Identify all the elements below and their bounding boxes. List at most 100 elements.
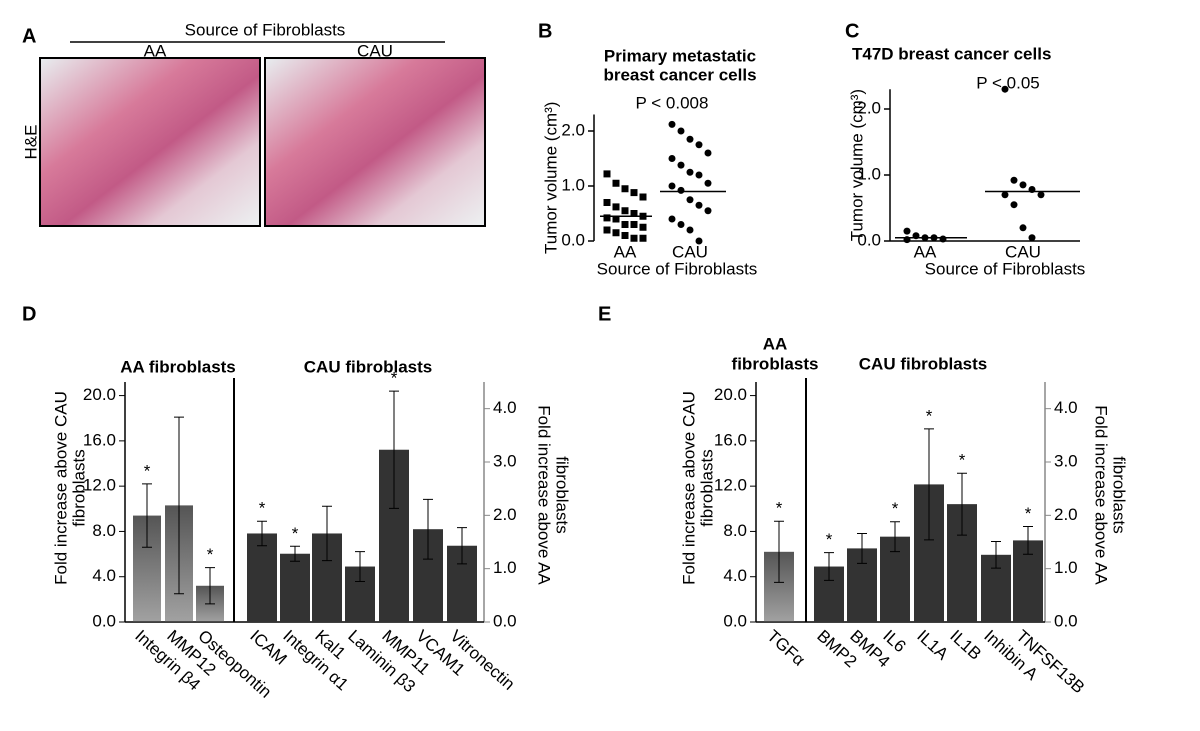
significance-star: * bbox=[259, 499, 266, 518]
error-bar bbox=[857, 532, 867, 564]
panel-title: breast cancer cells bbox=[603, 65, 756, 84]
data-point bbox=[630, 210, 638, 217]
significance-star: * bbox=[1025, 504, 1032, 523]
error-bar bbox=[322, 505, 332, 562]
data-point bbox=[630, 189, 638, 197]
annotation: P < 0.008 bbox=[636, 93, 709, 112]
error-bar bbox=[423, 498, 433, 560]
data-point bbox=[621, 221, 629, 228]
y-tick-label: 4.0 bbox=[723, 566, 747, 585]
y-tick-label: 12.0 bbox=[714, 476, 747, 495]
y-tick-label: 0.0 bbox=[723, 611, 747, 630]
significance-star: * bbox=[391, 369, 398, 388]
x-tick-label: CAU bbox=[672, 242, 708, 261]
row-label: H&E bbox=[21, 125, 40, 160]
y2-tick-label: 1.0 bbox=[493, 558, 517, 577]
y-tick-label: 20.0 bbox=[714, 385, 747, 404]
y-axis-label: Tumor volume (cm³) bbox=[847, 89, 866, 241]
data-point bbox=[612, 203, 620, 211]
data-point bbox=[603, 199, 611, 206]
data-point bbox=[686, 135, 694, 143]
data-point bbox=[639, 223, 647, 231]
y2-tick-label: 3.0 bbox=[1054, 451, 1078, 470]
error-bar bbox=[174, 416, 184, 595]
panel-title: T47D breast cancer cells bbox=[852, 44, 1051, 63]
data-point bbox=[603, 214, 611, 222]
data-point bbox=[1037, 191, 1045, 199]
data-point bbox=[686, 168, 694, 176]
panel-title: Primary metastatic bbox=[604, 46, 756, 65]
data-point bbox=[695, 171, 703, 179]
data-point bbox=[1028, 234, 1036, 242]
y-axis-label: fibroblasts bbox=[697, 449, 716, 526]
data-point bbox=[639, 193, 647, 201]
significance-star: * bbox=[207, 545, 214, 564]
y-tick-label: 8.0 bbox=[92, 521, 116, 540]
data-point bbox=[677, 127, 685, 135]
data-point bbox=[704, 207, 712, 215]
group-header: CAU fibroblasts bbox=[859, 354, 987, 373]
significance-star: * bbox=[959, 451, 966, 470]
y2-tick-label: 3.0 bbox=[493, 451, 517, 470]
data-point bbox=[1019, 181, 1027, 189]
panel-letter: E bbox=[598, 303, 611, 325]
data-point bbox=[686, 196, 694, 204]
group-header: AA bbox=[763, 334, 788, 353]
data-point bbox=[612, 215, 620, 223]
x-tick-label: AA bbox=[614, 242, 637, 261]
data-point bbox=[668, 155, 676, 162]
y2-tick-label: 2.0 bbox=[1054, 505, 1078, 524]
data-point bbox=[903, 227, 911, 235]
significance-star: * bbox=[144, 461, 151, 480]
data-point bbox=[939, 235, 947, 243]
significance-star: * bbox=[892, 499, 899, 518]
data-point bbox=[1010, 176, 1018, 184]
x-axis-label: Source of Fibroblasts bbox=[925, 259, 1086, 278]
data-point bbox=[612, 179, 620, 187]
y2-tick-label: 1.0 bbox=[1054, 558, 1078, 577]
significance-star: * bbox=[926, 406, 933, 425]
image-label: CAU bbox=[357, 41, 393, 60]
error-bar bbox=[924, 428, 934, 541]
y2-axis-label: fibroblasts bbox=[1110, 456, 1129, 533]
y-tick-label: 16.0 bbox=[83, 430, 116, 449]
panel-letter: C bbox=[845, 20, 859, 42]
data-point bbox=[1001, 191, 1009, 199]
data-point bbox=[1019, 224, 1027, 232]
x-axis-label: Source of Fibroblasts bbox=[597, 259, 758, 278]
y-tick-label: 0.0 bbox=[561, 230, 585, 249]
data-point bbox=[668, 215, 676, 223]
y-tick-label: 2.0 bbox=[857, 98, 881, 117]
y-tick-label: 0.0 bbox=[92, 611, 116, 630]
data-point bbox=[695, 237, 703, 245]
data-point bbox=[1001, 85, 1009, 93]
data-point bbox=[621, 207, 629, 215]
y2-tick-label: 0.0 bbox=[493, 611, 517, 630]
significance-star: * bbox=[292, 524, 299, 543]
error-bar bbox=[1023, 526, 1033, 555]
error-bar bbox=[890, 521, 900, 553]
y-axis-label: Fold increase above CAU bbox=[679, 391, 698, 585]
data-point bbox=[704, 149, 712, 157]
data-point bbox=[704, 179, 712, 187]
data-point bbox=[630, 234, 638, 242]
panel-letter: A bbox=[22, 25, 36, 47]
annotation: P < 0.05 bbox=[976, 73, 1040, 92]
histology-image bbox=[264, 57, 486, 227]
data-point bbox=[621, 232, 629, 239]
group-header: CAU fibroblasts bbox=[304, 357, 432, 376]
error-bar bbox=[355, 551, 365, 582]
data-point bbox=[677, 161, 685, 169]
error-bar bbox=[142, 483, 152, 548]
error-bar bbox=[824, 552, 834, 581]
data-point bbox=[677, 186, 685, 194]
y-tick-label: 16.0 bbox=[714, 430, 747, 449]
data-point bbox=[621, 185, 629, 193]
x-tick-label: TGFα bbox=[763, 626, 808, 670]
data-point bbox=[668, 182, 676, 190]
histology-image bbox=[39, 57, 261, 227]
y-tick-label: 12.0 bbox=[83, 476, 116, 495]
error-bar bbox=[205, 567, 215, 605]
data-point bbox=[639, 234, 647, 242]
